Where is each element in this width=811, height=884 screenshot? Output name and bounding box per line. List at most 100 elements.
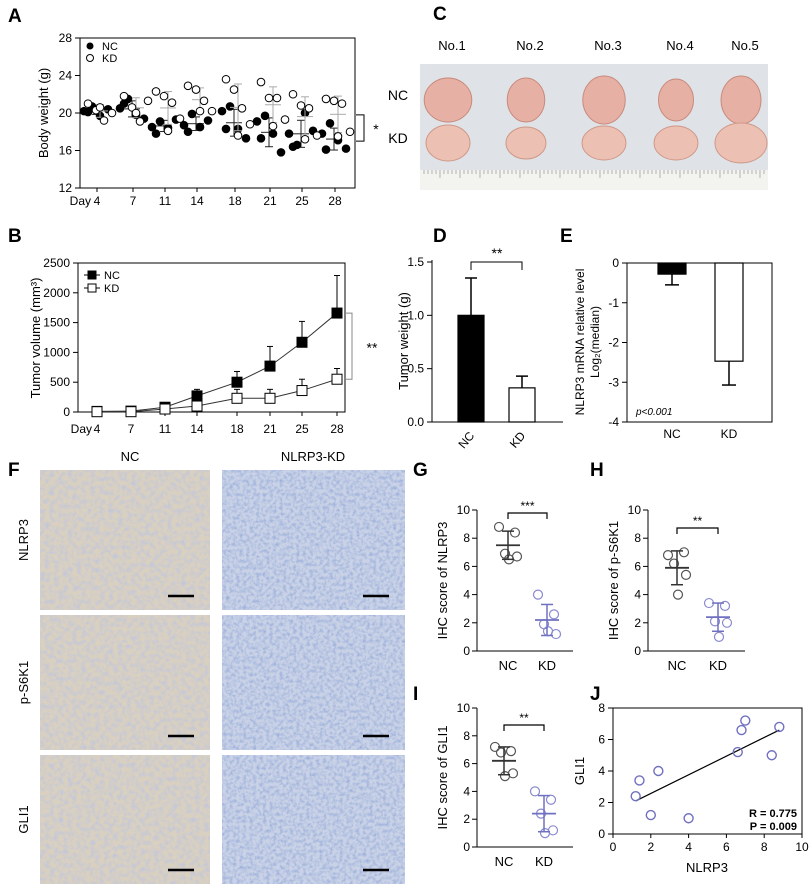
kd-point bbox=[321, 94, 331, 104]
kd-point bbox=[312, 131, 322, 140]
ihc-texture bbox=[222, 470, 405, 610]
y-tick-label: 12 bbox=[59, 181, 73, 195]
significance-stars: *** bbox=[520, 499, 534, 513]
ihc-texture bbox=[40, 470, 210, 610]
y-tick-label: 6 bbox=[463, 559, 470, 573]
column-label: No.4 bbox=[666, 38, 693, 53]
nc-point bbox=[672, 589, 684, 600]
plot-frame bbox=[77, 262, 346, 413]
legend-label: NC bbox=[102, 41, 118, 53]
data-point bbox=[683, 813, 694, 824]
kd-point bbox=[345, 127, 355, 137]
bar bbox=[714, 262, 744, 362]
y-tick-label: 8 bbox=[634, 531, 641, 545]
significance-stars: ** bbox=[693, 514, 703, 528]
x-tick-label: 0 bbox=[610, 840, 617, 854]
y-tick-label: 500 bbox=[50, 375, 70, 389]
nc-point bbox=[341, 144, 351, 153]
kd-marker bbox=[296, 385, 308, 397]
data-point bbox=[653, 765, 664, 777]
x-tick-label: NC bbox=[499, 658, 518, 673]
kd-point bbox=[99, 116, 109, 125]
nc-marker bbox=[296, 336, 308, 348]
panel-label: F bbox=[8, 460, 20, 481]
kd-point bbox=[721, 617, 733, 628]
nc-point bbox=[221, 124, 231, 134]
kd-point bbox=[713, 631, 725, 643]
nc-point bbox=[499, 771, 511, 782]
x-tick-label: 4 bbox=[685, 840, 692, 854]
nc-point bbox=[505, 745, 517, 757]
significance-bracket bbox=[507, 512, 548, 519]
legend-label: KD bbox=[102, 53, 117, 65]
y-tick-label: 1.5 bbox=[407, 255, 424, 269]
data-point bbox=[732, 746, 743, 758]
x-tick-label: 7 bbox=[130, 194, 137, 208]
nc-point bbox=[268, 129, 278, 138]
nc-point bbox=[680, 569, 692, 580]
x-tick-label: NC bbox=[495, 854, 514, 869]
y-axis-label: Tumor volume (mm³) bbox=[28, 278, 43, 399]
y-tick-label: 2000 bbox=[43, 286, 70, 300]
nc-point bbox=[155, 117, 165, 126]
significance-bracket bbox=[676, 527, 719, 534]
x-tick-label: 4 bbox=[94, 194, 101, 208]
y-tick-label: 10 bbox=[628, 503, 642, 517]
panel-label: E bbox=[560, 226, 573, 247]
x-tick-label: 11 bbox=[159, 194, 172, 208]
significance-bracket bbox=[470, 261, 523, 270]
ihc-texture bbox=[222, 615, 405, 750]
legend-label: NC bbox=[104, 270, 120, 282]
nc-point bbox=[147, 122, 157, 132]
row-label: KD bbox=[388, 130, 407, 146]
x-tick-label: KD bbox=[709, 658, 727, 673]
y-tick-label: 10 bbox=[457, 701, 471, 715]
y-axis-label: NLRP3 mRNA relative level bbox=[573, 269, 587, 416]
y-tick-label: 24 bbox=[59, 69, 73, 83]
x-tick-label: 7 bbox=[128, 422, 135, 436]
data-point bbox=[634, 775, 645, 786]
kd-tumor bbox=[505, 126, 547, 160]
kd-point bbox=[119, 91, 129, 101]
y-tick-label: -3 bbox=[608, 375, 619, 389]
kd-point bbox=[296, 101, 306, 110]
nc-point bbox=[256, 134, 266, 143]
nc-point bbox=[203, 116, 213, 125]
significance-stars: ** bbox=[367, 339, 378, 355]
x-tick-label: 6 bbox=[723, 840, 730, 854]
y-tick-label: 1500 bbox=[43, 316, 70, 330]
kd-point bbox=[264, 93, 274, 103]
kd-point bbox=[167, 98, 177, 107]
y-axis-label: GLI1 bbox=[572, 757, 587, 785]
nc-tumor bbox=[506, 77, 546, 123]
kd-point bbox=[143, 96, 153, 106]
kd-point bbox=[542, 626, 554, 637]
panel-label: D bbox=[433, 226, 447, 247]
nc-marker bbox=[191, 390, 203, 402]
y-axis-label: IHC score of GLI1 bbox=[435, 725, 450, 829]
y-tick-label: 10 bbox=[457, 503, 471, 517]
y-tick-label: 4 bbox=[598, 764, 605, 778]
y-axis-label: Body weight (g) bbox=[36, 68, 51, 158]
ihc-texture bbox=[222, 755, 405, 884]
panel-label: I bbox=[413, 684, 418, 705]
y-tick-label: 0 bbox=[63, 405, 70, 419]
ihc-texture bbox=[40, 755, 210, 884]
nc-point bbox=[284, 129, 294, 138]
kd-point bbox=[175, 114, 185, 123]
nc-point bbox=[288, 142, 298, 152]
kd-marker bbox=[264, 392, 276, 404]
significance-bracket bbox=[356, 114, 365, 142]
nc-marker bbox=[331, 307, 343, 319]
regression-line bbox=[635, 729, 780, 802]
data-point bbox=[740, 715, 751, 726]
legend-marker-kd bbox=[86, 54, 94, 62]
y-tick-label: -4 bbox=[608, 415, 619, 429]
significance-stars: ** bbox=[492, 245, 503, 261]
y-tick-label: 8 bbox=[598, 701, 605, 715]
x-tick-label: 25 bbox=[295, 194, 309, 208]
kd-tumor bbox=[581, 125, 627, 161]
kd-point bbox=[163, 126, 173, 136]
x-tick-label: 14 bbox=[190, 422, 204, 436]
